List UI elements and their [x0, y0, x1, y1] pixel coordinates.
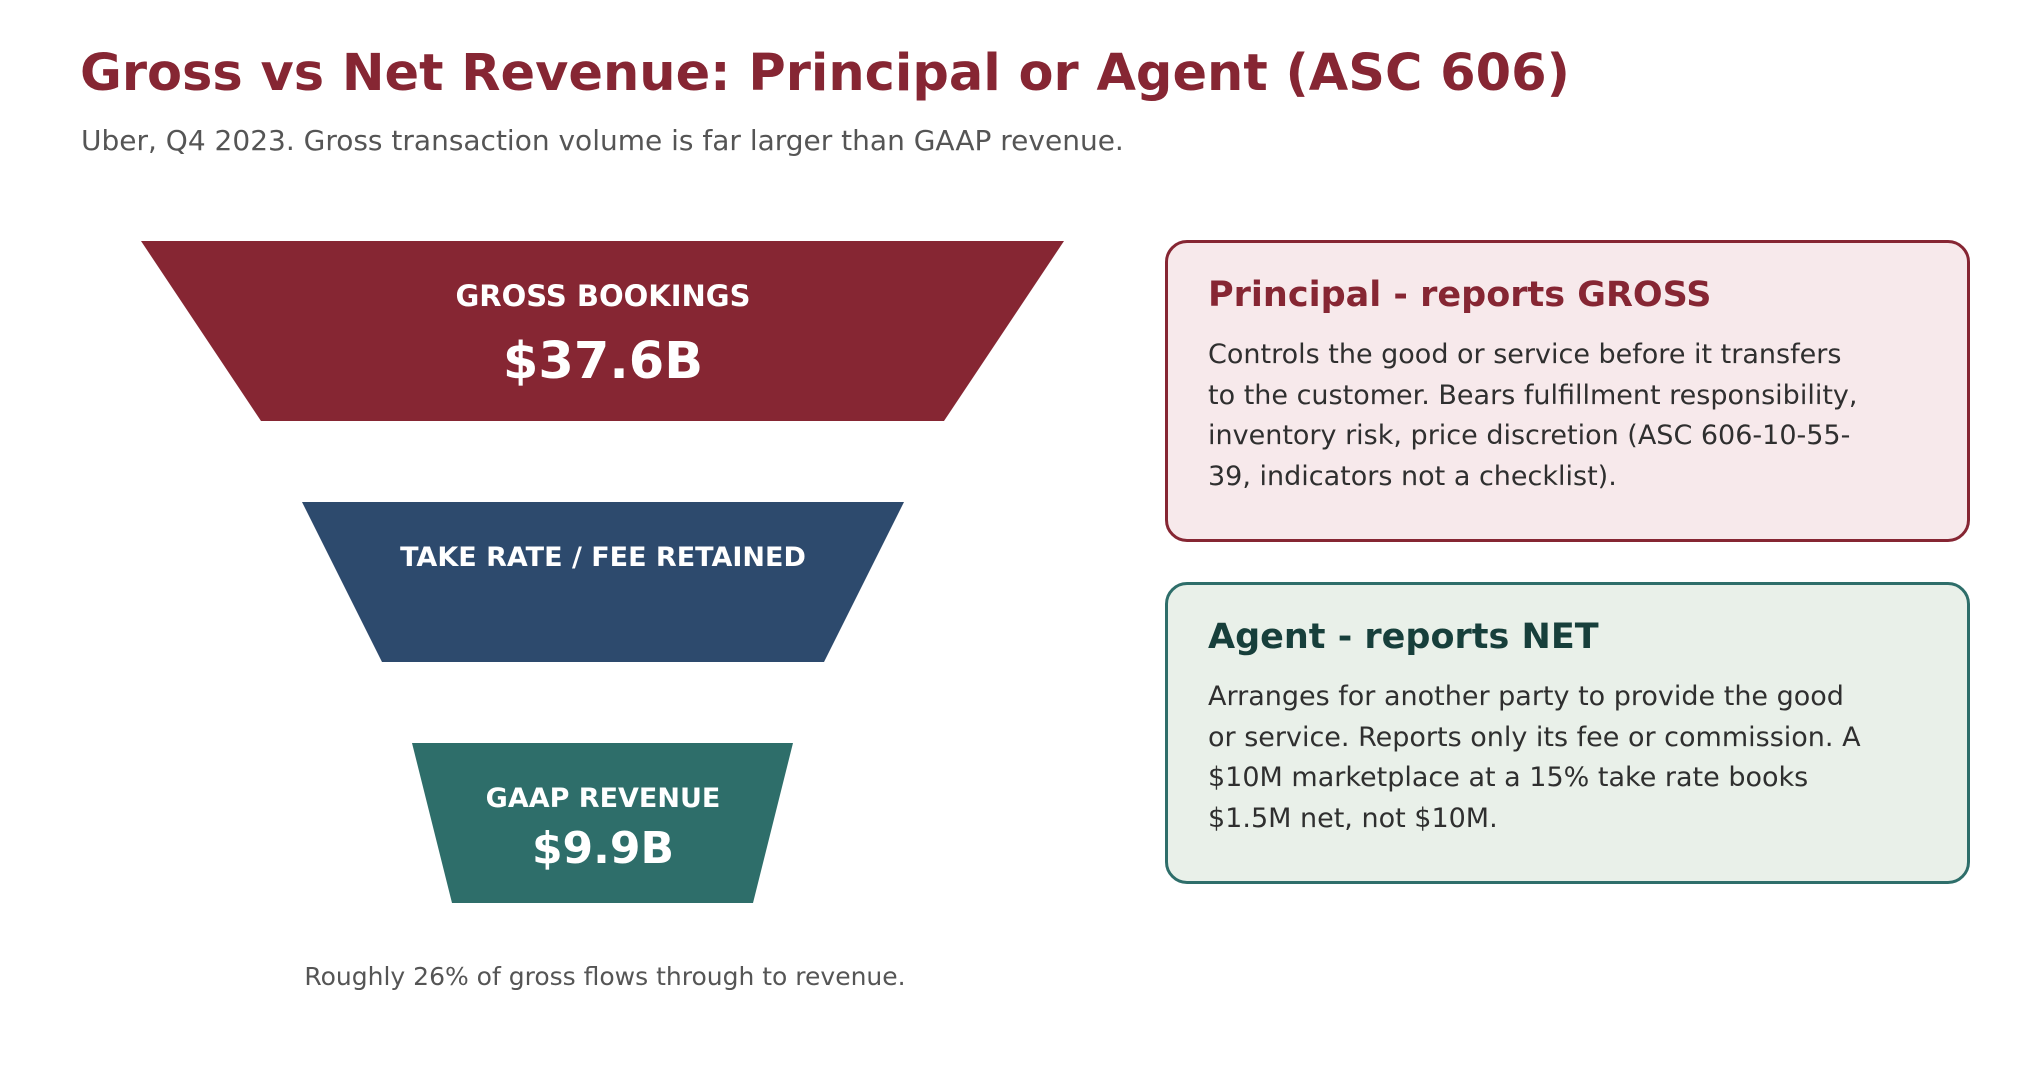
principal-card-body: Controls the good or service before it t…: [1208, 339, 1858, 492]
funnel-stage-shape: [412, 743, 793, 903]
funnel-stage-value: $37.6B: [503, 332, 703, 391]
agent-card: Agent - reports NET Arranges for another…: [1165, 582, 1970, 884]
funnel-stage-shape: [141, 241, 1064, 421]
agent-card-title: Agent - reports NET: [1208, 617, 1599, 657]
principal-card-title: Principal - reports GROSS: [1208, 275, 1712, 315]
funnel-stage-label: TAKE RATE / FEE RETAINED: [400, 542, 806, 573]
funnel-stage-label: GAAP REVENUE: [486, 783, 721, 814]
page-title: Gross vs Net Revenue: Principal or Agent…: [80, 44, 1570, 103]
principal-card: Principal - reports GROSS Controls the g…: [1165, 240, 1970, 542]
funnel-stage-shape: [302, 502, 904, 662]
funnel-caption: Roughly 26% of gross flows through to re…: [304, 962, 906, 991]
funnel-stage-label: GROSS BOOKINGS: [456, 279, 751, 313]
funnel-stage-gross-bookings: GROSS BOOKINGS $37.6B: [141, 241, 1064, 421]
revenue-funnel: GROSS BOOKINGS $37.6B TAKE RATE / FEE RE…: [141, 241, 1064, 903]
funnel-stage-value: $9.9B: [532, 823, 674, 874]
page-subtitle: Uber, Q4 2023. Gross transaction volume …: [81, 124, 1124, 157]
agent-card-body: Arranges for another party to provide th…: [1208, 681, 1861, 834]
funnel-stage-gaap-revenue: GAAP REVENUE $9.9B: [412, 743, 793, 903]
funnel-stage-take-rate: TAKE RATE / FEE RETAINED: [302, 502, 904, 662]
